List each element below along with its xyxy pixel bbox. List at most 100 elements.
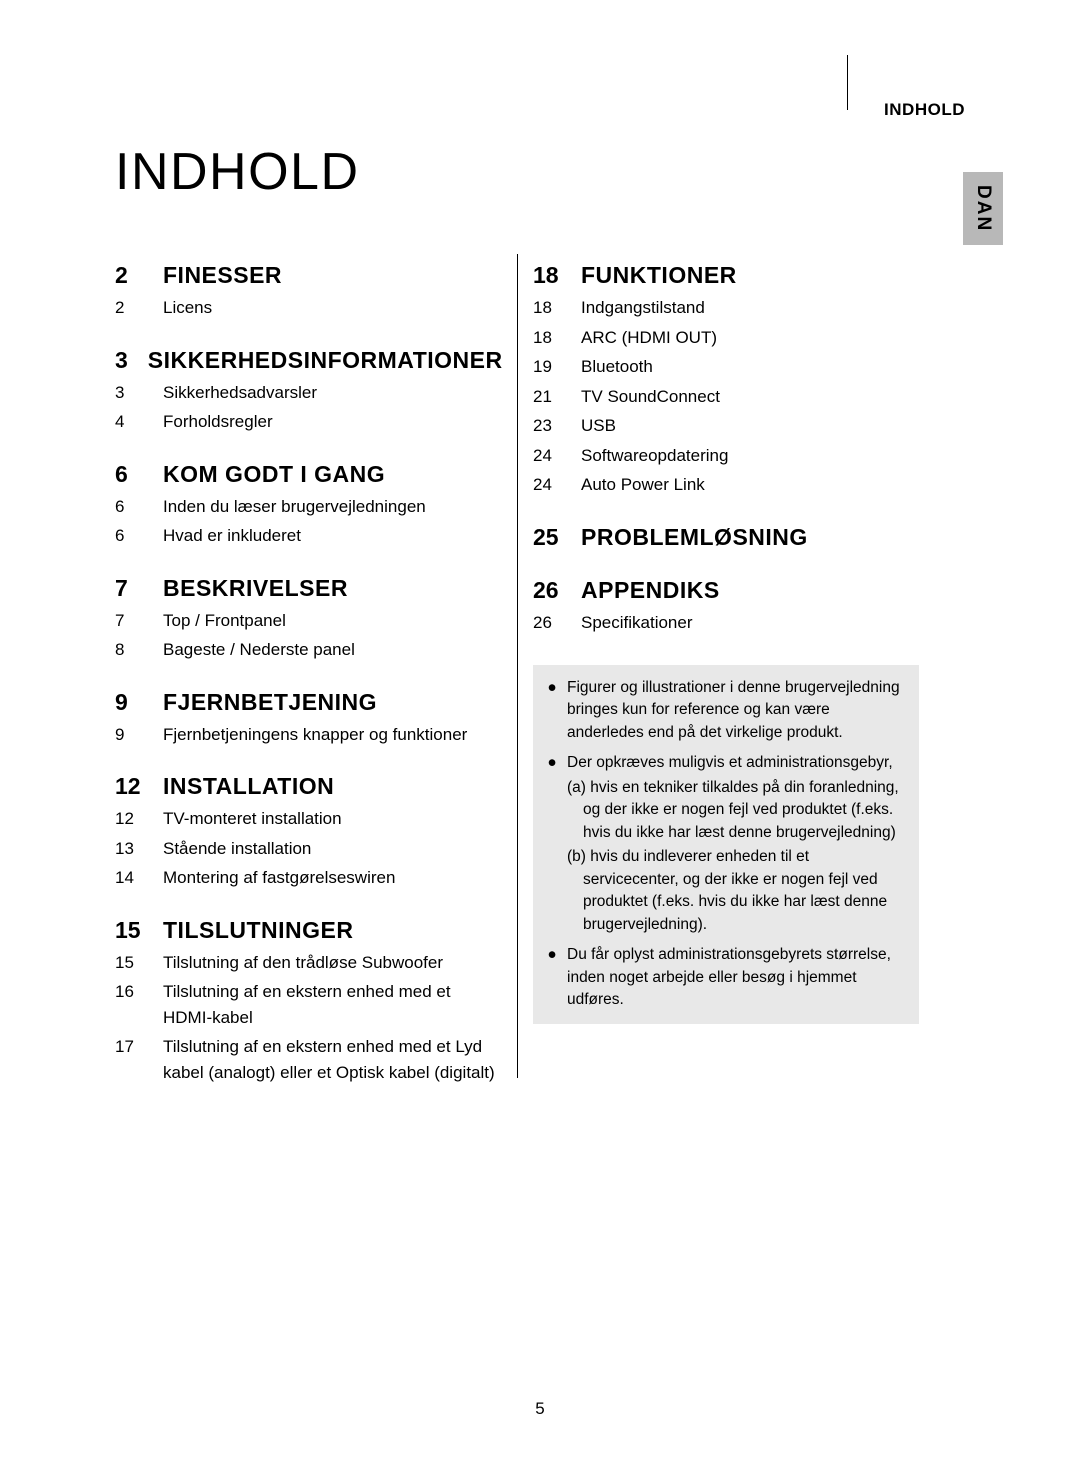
toc-section-page: 26 (533, 577, 561, 604)
note-text: Du får oplyst administrationsgebyrets st… (567, 944, 905, 1011)
toc-entry: 16 Tilslutning af en ekstern enhed med et… (115, 979, 501, 1030)
bullet-icon: ● (547, 752, 557, 936)
toc-entry-text: Licens (163, 295, 501, 321)
header-section-label: INDHOLD (884, 100, 965, 120)
toc-entry-text: Sikkerhedsadvarsler (163, 380, 501, 406)
toc-entry: 14 Montering af fastgørelseswiren (115, 865, 501, 891)
toc-section-page: 12 (115, 773, 143, 800)
toc-entry-page: 14 (115, 865, 143, 891)
toc-entry: 6 Inden du læser brugervejledningen (115, 494, 501, 520)
toc-section: 18FUNKTIONER (533, 262, 919, 289)
toc-entry-text: Indgangstilstand (581, 295, 919, 321)
toc-entry-text: TV-monteret installation (163, 806, 501, 832)
toc-entry: 4 Forholdsregler (115, 409, 501, 435)
toc-section-page: 7 (115, 575, 143, 602)
toc-entry-page: 6 (115, 494, 143, 520)
toc-section: 9 FJERNBETJENING (115, 689, 501, 716)
toc-entry-text: Tilslutning af den trådløse Subwoofer (163, 950, 501, 976)
toc-entry-text: Tilslutning af en ekstern enhed med et H… (163, 979, 501, 1030)
toc-section-page: 15 (115, 917, 143, 944)
toc-entry-page: 12 (115, 806, 143, 832)
toc-column-left: 2 FINESSER 2 Licens 3SIKKERHEDSINFORMATIONER… (115, 262, 517, 1089)
toc-entry-text: USB (581, 413, 919, 439)
toc-entry-text: TV SoundConnect (581, 384, 919, 410)
toc-section-title: KOM GODT I GANG (163, 461, 385, 488)
column-divider (517, 254, 518, 1078)
note-item: ●Du får oplyst administrationsgebyrets s… (547, 944, 905, 1011)
toc-section: 15 TILSLUTNINGER (115, 917, 501, 944)
toc-entry: 15 Tilslutning af den trådløse Subwoofer (115, 950, 501, 976)
toc-column-right: 18FUNKTIONER18Indgangstilstand18ARC (HDM… (517, 262, 919, 1089)
page-number: 5 (0, 1399, 1080, 1419)
toc-section-page: 9 (115, 689, 143, 716)
toc-entry-page: 9 (115, 722, 143, 748)
toc-section: 6 KOM GODT I GANG (115, 461, 501, 488)
toc-section-page: 2 (115, 262, 143, 289)
toc-entry-text: Fjernbetjeningens knapper og funktioner (163, 722, 501, 748)
toc-entry-page: 8 (115, 637, 143, 663)
toc-entry: 26Specifikationer (533, 610, 919, 636)
toc-section: 7 BESKRIVELSER (115, 575, 501, 602)
toc-section: 26 APPENDIKS (533, 577, 919, 604)
toc-entry-text: Specifikationer (581, 610, 919, 636)
toc-section-page: 18 (533, 262, 561, 289)
toc-entry: 18 ARC (HDMI OUT) (533, 325, 919, 351)
toc-entry-page: 18 (533, 295, 561, 321)
notes-box: ●Figurer og illustrationer i denne bruge… (533, 665, 919, 1024)
toc-entry: 24 Softwareopdatering (533, 443, 919, 469)
toc-section: 25PROBLEMLØSNING (533, 524, 919, 551)
toc-entry: 19Bluetooth (533, 354, 919, 380)
toc-entry-page: 6 (115, 523, 143, 549)
toc-entry-text: Montering af fastgørelseswiren (163, 865, 501, 891)
toc-section-title: BESKRIVELSER (163, 575, 348, 602)
note-item: ●Der opkræves muligvis et administration… (547, 752, 905, 936)
toc-section-title: SIKKERHEDSINFORMATIONER (148, 347, 503, 374)
toc-section: 3SIKKERHEDSINFORMATIONER (115, 347, 501, 374)
toc-entry: 2 Licens (115, 295, 501, 321)
toc-entry: 9 Fjernbetjeningens knapper og funktioner (115, 722, 501, 748)
toc-entry-page: 16 (115, 979, 143, 1005)
toc-entry-page: 17 (115, 1034, 143, 1060)
toc-entry: 21 TV SoundConnect (533, 384, 919, 410)
header-vertical-rule (847, 55, 849, 110)
toc-entry-text: Inden du læser brugervejledningen (163, 494, 501, 520)
toc-entry-text: Softwareopdatering (581, 443, 919, 469)
toc-section-title: FJERNBETJENING (163, 689, 377, 716)
toc-section-title: PROBLEMLØSNING (581, 524, 808, 551)
toc-entry-page: 15 (115, 950, 143, 976)
toc-entry-page: 19 (533, 354, 561, 380)
toc-section-page: 6 (115, 461, 143, 488)
toc-entry-text: Stående installation (163, 836, 501, 862)
toc-entry-page: 13 (115, 836, 143, 862)
toc-entry-page: 3 (115, 380, 143, 406)
toc-entry: 8 Bageste / Nederste panel (115, 637, 501, 663)
note-item: ●Figurer og illustrationer i denne bruge… (547, 677, 905, 744)
toc-entry-text: Tilslutning af en ekstern enhed med et L… (163, 1034, 501, 1085)
toc-entry-page: 2 (115, 295, 143, 321)
toc-entry-text: Hvad er inkluderet (163, 523, 501, 549)
note-text: Der opkræves muligvis et administrations… (567, 752, 905, 936)
toc-entry: 24 Auto Power Link (533, 472, 919, 498)
toc-entry: 17 Tilslutning af en ekstern enhed med et… (115, 1034, 501, 1085)
toc-entry-page: 4 (115, 409, 143, 435)
toc-section-title: APPENDIKS (581, 577, 720, 604)
toc-entry: 3 Sikkerhedsadvarsler (115, 380, 501, 406)
toc-entry-text: ARC (HDMI OUT) (581, 325, 919, 351)
toc-entry-page: 24 (533, 472, 561, 498)
toc-entry-text: Bageste / Nederste panel (163, 637, 501, 663)
toc-entry-page: 23 (533, 413, 561, 439)
bullet-icon: ● (547, 677, 557, 744)
toc-entry-page: 18 (533, 325, 561, 351)
toc-entry-text: Auto Power Link (581, 472, 919, 498)
toc-section-title: TILSLUTNINGER (163, 917, 354, 944)
toc-entry: 18 Indgangstilstand (533, 295, 919, 321)
language-tab: DAN (963, 172, 1003, 245)
note-text: Figurer og illustrationer i denne bruger… (567, 677, 905, 744)
toc-entry-text: Forholdsregler (163, 409, 501, 435)
toc-section-title: FINESSER (163, 262, 282, 289)
toc-entry-page: 21 (533, 384, 561, 410)
toc-entry-page: 7 (115, 608, 143, 634)
toc-entry-page: 24 (533, 443, 561, 469)
toc-entry-text: Top / Frontpanel (163, 608, 501, 634)
toc-section: 2 FINESSER (115, 262, 501, 289)
